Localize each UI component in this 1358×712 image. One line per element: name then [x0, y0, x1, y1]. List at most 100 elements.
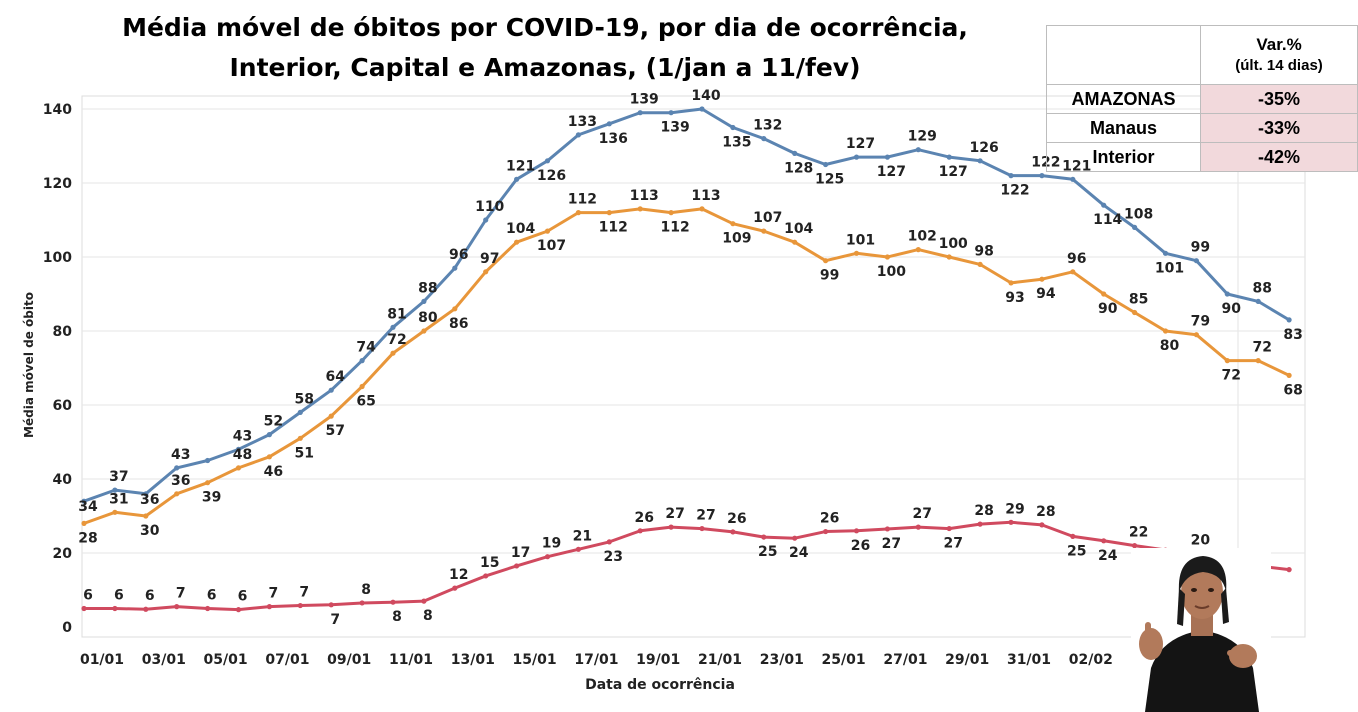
data-label-manaus: 65 [356, 394, 375, 410]
variation-row-value: -33% [1200, 113, 1358, 143]
data-point-amazonas [514, 176, 520, 182]
data-point-interior [1039, 522, 1045, 528]
data-label-amazonas: 81 [387, 306, 406, 322]
data-label-interior: 29 [1005, 501, 1024, 517]
data-label-amazonas: 127 [939, 164, 968, 180]
data-label-amazonas: 132 [753, 118, 782, 134]
data-label-manaus: 107 [537, 238, 566, 254]
data-label-interior: 26 [851, 538, 870, 554]
data-point-manaus [81, 520, 87, 527]
data-point-manaus [1162, 328, 1169, 334]
data-point-amazonas [544, 158, 551, 164]
data-label-interior: 6 [207, 588, 217, 604]
data-point-amazonas [143, 491, 149, 497]
data-label-manaus: 72 [1252, 340, 1271, 356]
data-label-interior: 27 [943, 536, 962, 552]
data-label-manaus: 112 [568, 192, 597, 208]
data-label-interior: 24 [789, 545, 809, 561]
data-point-interior [143, 606, 149, 612]
data-point-manaus [884, 254, 891, 260]
variation-row-value: -42% [1200, 142, 1358, 172]
data-point-amazonas [235, 446, 242, 452]
y-tick-label: 140 [43, 102, 72, 118]
data-label-manaus: 79 [1191, 314, 1210, 330]
data-point-interior [792, 535, 798, 541]
data-label-manaus: 100 [939, 236, 968, 252]
data-point-manaus [1132, 309, 1138, 316]
data-label-interior: 27 [665, 506, 684, 522]
data-point-manaus [853, 250, 860, 256]
chart-title-line-2: Interior, Capital e Amazonas, (1/jan a 1… [229, 53, 861, 82]
data-label-interior: 6 [114, 588, 124, 604]
data-point-amazonas [1224, 291, 1230, 297]
data-label-manaus: 80 [418, 310, 438, 326]
data-point-manaus [1101, 291, 1107, 297]
data-point-amazonas [328, 387, 334, 393]
data-label-manaus: 68 [1283, 382, 1302, 398]
data-label-amazonas: 43 [233, 428, 252, 444]
data-point-interior [1008, 519, 1014, 525]
data-point-manaus [761, 228, 767, 234]
x-tick-label: 11/01 [389, 652, 433, 668]
data-label-manaus: 93 [1005, 290, 1024, 306]
data-label-manaus: 109 [722, 231, 751, 247]
data-label-interior: 23 [604, 549, 623, 565]
data-label-interior: 25 [1067, 543, 1086, 559]
variation-row-label: Interior [1045, 142, 1202, 172]
data-point-amazonas [390, 324, 396, 330]
data-point-manaus [297, 435, 303, 441]
data-label-interior: 19 [542, 536, 561, 552]
chart-title: Média móvel de óbitos por COVID-19, por … [20, 8, 1070, 88]
data-label-manaus: 72 [387, 332, 406, 348]
data-label-interior: 27 [882, 536, 901, 552]
x-tick-label: 01/01 [80, 652, 124, 668]
data-label-manaus: 100 [877, 264, 906, 280]
data-label-amazonas: 122 [1000, 183, 1029, 199]
variation-table-corner [1045, 25, 1202, 85]
data-point-amazonas [977, 158, 983, 164]
data-label-interior: 6 [145, 588, 155, 604]
data-point-interior [112, 605, 118, 612]
data-label-interior: 8 [423, 608, 433, 624]
data-label-amazonas: 114 [1093, 212, 1122, 228]
data-point-interior [205, 605, 211, 612]
data-point-amazonas [637, 110, 643, 116]
data-label-amazonas: 34 [78, 499, 98, 515]
data-point-manaus [205, 480, 211, 486]
data-label-amazonas: 126 [537, 168, 566, 184]
data-point-interior [1101, 538, 1107, 544]
data-point-manaus [514, 239, 520, 245]
data-label-amazonas: 121 [506, 158, 535, 174]
data-label-amazonas: 136 [599, 131, 628, 147]
data-point-interior [235, 607, 242, 613]
data-label-interior: 22 [1129, 525, 1148, 541]
data-point-amazonas [761, 136, 767, 142]
data-label-amazonas: 52 [264, 414, 283, 430]
data-point-manaus [359, 383, 365, 390]
data-point-manaus [390, 350, 396, 356]
data-label-interior: 25 [758, 544, 777, 560]
data-label-manaus: 104 [506, 221, 535, 237]
data-label-manaus: 31 [109, 491, 128, 507]
data-point-interior [421, 598, 427, 604]
data-label-amazonas: 74 [356, 340, 376, 356]
data-point-interior [297, 602, 303, 609]
data-point-amazonas [1132, 224, 1138, 230]
data-label-interior: 6 [238, 589, 248, 605]
data-label-manaus: 98 [974, 243, 993, 259]
data-point-amazonas [915, 147, 921, 153]
data-label-interior: 28 [974, 503, 993, 519]
data-point-amazonas [668, 110, 674, 116]
variation-subheader-label: (últ. 14 dias) [1235, 56, 1323, 74]
data-label-interior: 21 [573, 528, 592, 544]
data-point-interior [761, 534, 767, 540]
x-tick-label: 17/01 [574, 652, 618, 668]
data-label-amazonas: 127 [846, 136, 875, 152]
data-point-interior [174, 604, 180, 610]
data-label-interior: 8 [361, 582, 371, 598]
data-label-amazonas: 128 [784, 160, 813, 176]
data-label-amazonas: 127 [877, 164, 906, 180]
data-point-amazonas [699, 106, 705, 112]
data-label-interior: 7 [176, 586, 186, 602]
data-point-amazonas [1162, 250, 1169, 256]
